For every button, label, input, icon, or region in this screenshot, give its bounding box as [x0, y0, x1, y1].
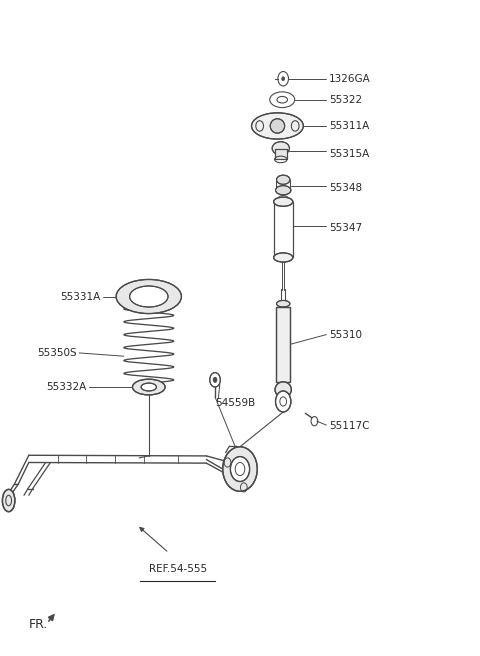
Ellipse shape [116, 279, 181, 314]
Ellipse shape [141, 383, 156, 391]
Circle shape [210, 373, 220, 387]
Text: 55310: 55310 [329, 329, 362, 340]
Text: 55332A: 55332A [46, 382, 86, 392]
Ellipse shape [130, 286, 168, 307]
Text: 55311A: 55311A [329, 121, 369, 131]
Text: 55331A: 55331A [60, 291, 101, 302]
Ellipse shape [275, 382, 291, 398]
Text: 55348: 55348 [329, 182, 362, 193]
Text: 55347: 55347 [329, 223, 362, 234]
Ellipse shape [2, 489, 15, 512]
Text: 55117C: 55117C [329, 421, 369, 432]
Ellipse shape [276, 300, 290, 307]
Text: FR.: FR. [29, 618, 48, 631]
Circle shape [282, 77, 285, 81]
Bar [276, 307, 290, 382]
Text: 55322: 55322 [329, 94, 362, 105]
Ellipse shape [270, 119, 285, 133]
Ellipse shape [132, 379, 165, 395]
Ellipse shape [230, 457, 250, 482]
Text: 54559B: 54559B [215, 398, 255, 409]
Text: 55315A: 55315A [329, 149, 369, 159]
Ellipse shape [276, 175, 290, 184]
Text: REF.54-555: REF.54-555 [148, 564, 207, 575]
Ellipse shape [252, 113, 303, 139]
Ellipse shape [276, 186, 291, 195]
Bar [275, 149, 287, 159]
Ellipse shape [272, 142, 289, 155]
Bar [275, 149, 287, 159]
Text: 55350S: 55350S [37, 348, 77, 358]
Ellipse shape [223, 447, 257, 491]
Bar [276, 307, 290, 382]
Ellipse shape [274, 197, 293, 206]
Text: 1326GA: 1326GA [329, 73, 371, 84]
Ellipse shape [274, 253, 293, 262]
Circle shape [276, 391, 291, 412]
Circle shape [213, 377, 217, 382]
